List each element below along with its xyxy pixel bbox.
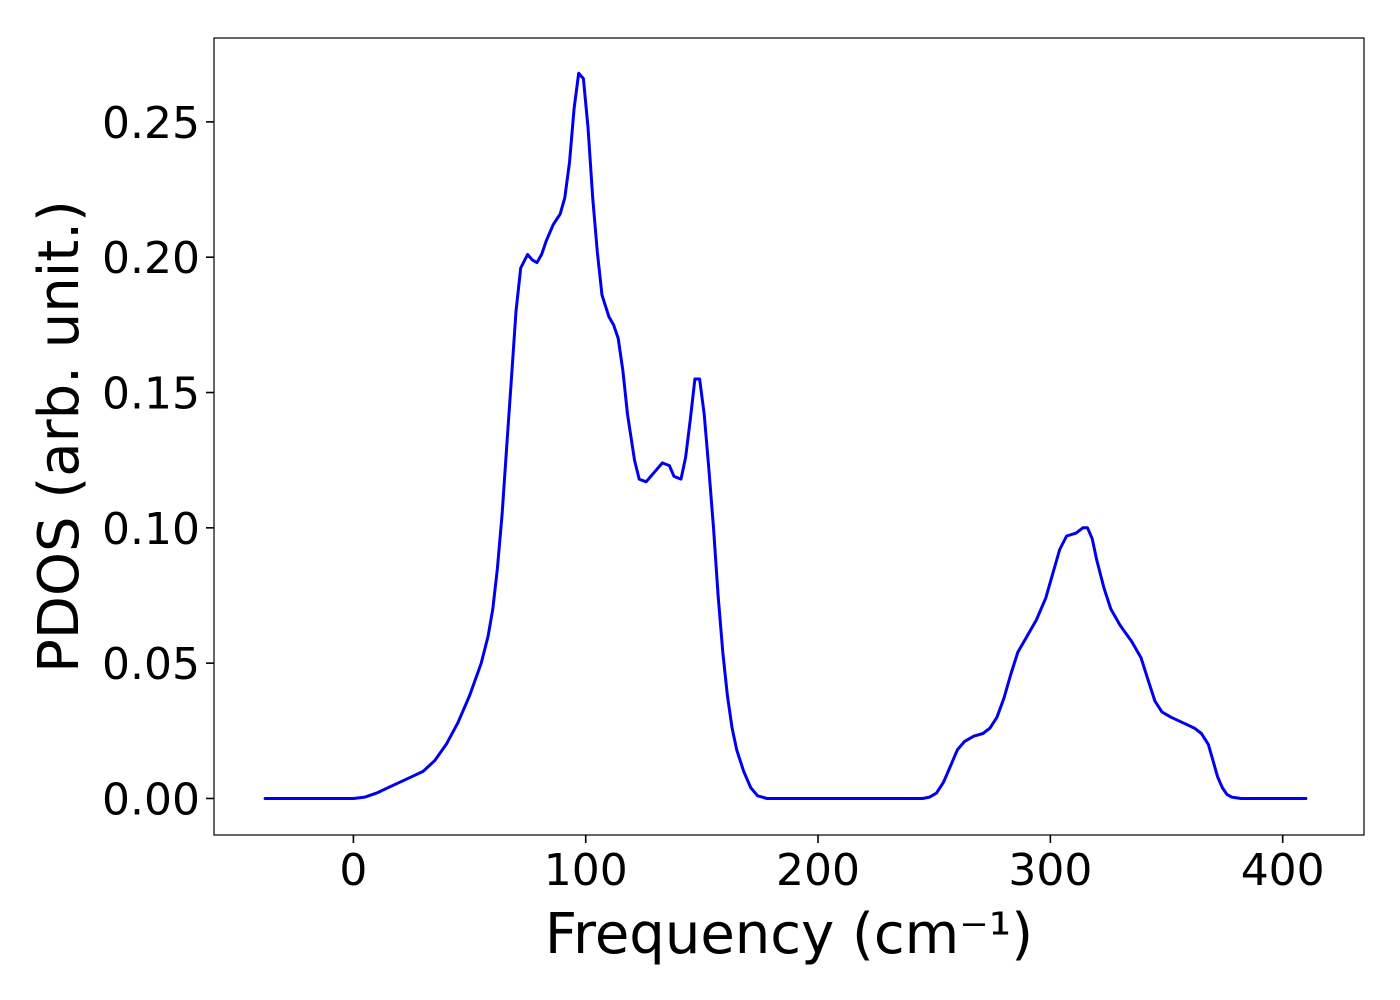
y-tick-label: 0.20 bbox=[102, 233, 200, 284]
x-tick-label: 100 bbox=[544, 845, 628, 896]
x-tick-label: 0 bbox=[339, 845, 367, 896]
x-axis-label: Frequency (cm⁻¹) bbox=[545, 902, 1033, 967]
y-tick-label: 0.10 bbox=[102, 504, 200, 555]
x-tick-label: 400 bbox=[1241, 845, 1325, 896]
plot-frame bbox=[213, 37, 1365, 836]
y-axis-ticks: 0.00 0.05 0.10 0.15 0.20 0.25 bbox=[102, 98, 214, 825]
y-tick-label: 0.25 bbox=[102, 98, 200, 149]
y-tick-label: 0.00 bbox=[102, 774, 200, 825]
y-axis-label: PDOS (arb. unit.) bbox=[27, 200, 92, 673]
x-tick-label: 300 bbox=[1008, 845, 1092, 896]
pdos-curve bbox=[263, 71, 1308, 800]
series-layer bbox=[263, 71, 1308, 800]
y-tick-label: 0.05 bbox=[102, 639, 200, 690]
x-tick-label: 200 bbox=[776, 845, 860, 896]
y-tick-label: 0.15 bbox=[102, 369, 200, 420]
x-axis-ticks: 0 100 200 300 400 bbox=[339, 835, 1325, 896]
